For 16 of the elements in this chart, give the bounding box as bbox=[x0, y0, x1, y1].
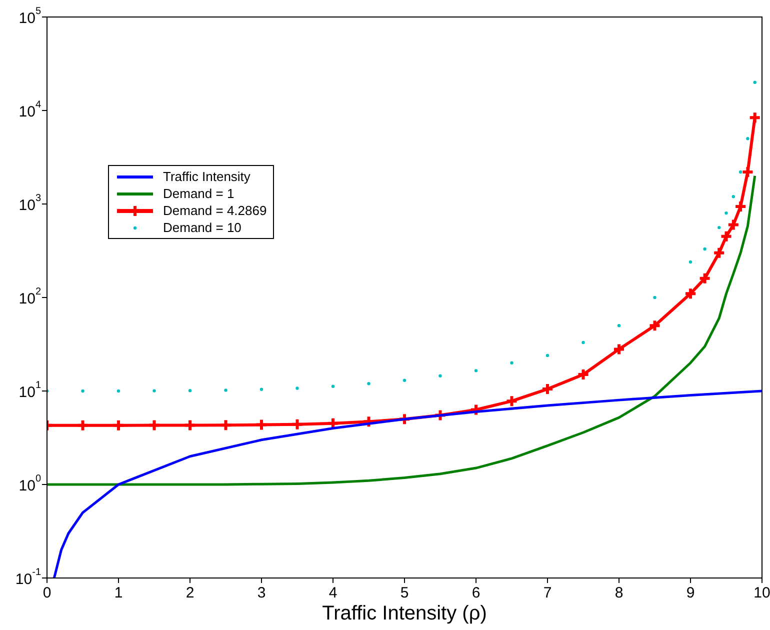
x-tick-label: 8 bbox=[614, 584, 624, 602]
x-tick-label: 4 bbox=[328, 584, 338, 602]
x-tick-label: 10 bbox=[754, 584, 770, 602]
legend-label: Demand = 10 bbox=[163, 219, 242, 236]
x-tick-label: 0 bbox=[42, 584, 52, 602]
x-tick-label: 3 bbox=[257, 584, 266, 602]
x-tick-label: 1 bbox=[114, 584, 123, 602]
legend-label: Traffic Intensity bbox=[163, 168, 250, 185]
legend-label: Demand = 4.2869 bbox=[163, 202, 267, 219]
x-tick-label: 9 bbox=[686, 584, 695, 602]
x-tick-label: 6 bbox=[472, 584, 480, 602]
x-tick-label: 2 bbox=[186, 584, 194, 602]
x-tick-label: 7 bbox=[543, 584, 552, 602]
x-axis-title: Traffic Intensity (ρ) bbox=[322, 602, 487, 625]
legend-label: Demand = 1 bbox=[163, 185, 234, 202]
x-tick-label: 5 bbox=[400, 584, 409, 602]
